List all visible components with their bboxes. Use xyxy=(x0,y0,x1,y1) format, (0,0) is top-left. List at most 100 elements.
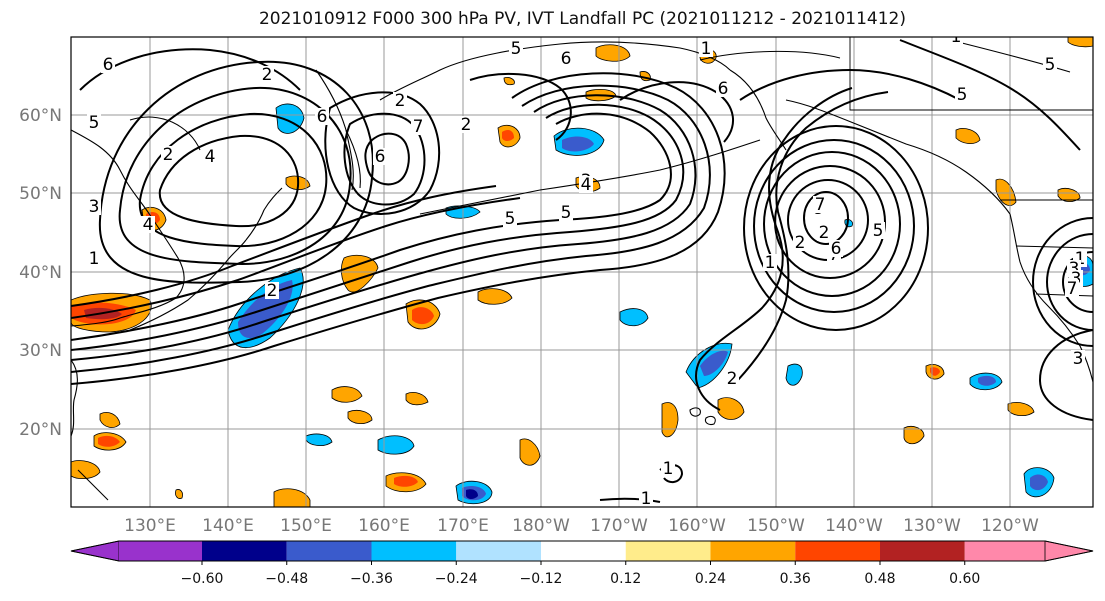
longitude-label: 120°W xyxy=(981,516,1039,536)
contour-label: 2 xyxy=(461,115,472,135)
contour-label: 3 xyxy=(1073,349,1084,369)
contour-label: 5 xyxy=(957,85,968,105)
latitude-label: 60°N xyxy=(19,106,62,126)
contour-label-bg xyxy=(87,198,101,215)
contour-label: 5 xyxy=(873,221,884,241)
contour-label-bg xyxy=(265,282,279,299)
contour-label-bg xyxy=(817,224,831,241)
contour-label-bg xyxy=(639,490,653,507)
longitude-label: 170°W xyxy=(590,516,648,536)
colorbar-segment xyxy=(625,541,711,561)
map-frame xyxy=(70,36,1094,508)
longitude-label: 130°E xyxy=(124,516,176,536)
contour-label-bg xyxy=(793,234,807,251)
contour-label: 5 xyxy=(505,209,516,229)
contour-label: 2 xyxy=(795,233,806,253)
latitude-label: 40°N xyxy=(19,263,62,283)
colorbar: −0.60 −0.48 −0.36 −0.24 −0.12 0.12 0.24 0.36 0.4… xyxy=(70,540,1094,587)
contour-label: 5 xyxy=(89,113,100,133)
contour-label-bg xyxy=(949,37,963,45)
longitude-labels: 130°E 140°E 150°E 160°E 170°E 180°W 170°W 160°W… xyxy=(124,516,1039,536)
contour-label: 7 xyxy=(815,195,826,215)
contour-label-bg xyxy=(373,148,387,165)
contour-label: 2 xyxy=(727,369,738,389)
contour-label: 6 xyxy=(375,147,386,167)
colorbar-tick-label: −0.60 xyxy=(181,571,224,587)
contour-label: 1 xyxy=(1075,249,1086,269)
colorbar-segment xyxy=(710,541,796,561)
colorbar-extend-min xyxy=(70,540,120,562)
contour-label-bg xyxy=(315,108,329,125)
contour-label-bg xyxy=(101,56,115,73)
map-title: 2021010912 F000 300 hPa PV, IVT Landfall… xyxy=(258,9,906,29)
contour-label: 5 xyxy=(511,39,522,59)
colorbar-tick-label: 0.12 xyxy=(610,571,641,587)
contour-label: 6 xyxy=(317,107,328,127)
contour-label-bg xyxy=(260,66,274,83)
contour-label: 6 xyxy=(831,239,842,259)
contour-label: 2 xyxy=(267,281,278,301)
contour-label: 2 xyxy=(819,223,830,243)
contour-label-bg xyxy=(87,250,101,267)
colorbar-segment xyxy=(541,541,626,561)
longitude-label: 140°E xyxy=(202,516,254,536)
colorbar-tick-label: −0.36 xyxy=(350,571,393,587)
contour-label-bg xyxy=(87,114,101,131)
contour-label: 7 xyxy=(1067,279,1078,299)
colorbar-tick-label: 0.60 xyxy=(949,571,980,587)
contour-label-bg xyxy=(1071,350,1085,367)
colorbar-segment xyxy=(795,541,880,561)
contour-label: 2 xyxy=(395,91,406,111)
contour-label: 6 xyxy=(561,49,572,69)
colorbar-extend-max xyxy=(1044,540,1094,562)
contour-label-bg xyxy=(161,146,175,163)
longitude-label: 150°E xyxy=(280,516,332,536)
ivt-contours xyxy=(71,39,1093,503)
longitude-label: 140°W xyxy=(825,516,883,536)
longitude-label: 160°E xyxy=(358,516,410,536)
contour-label: 1 xyxy=(951,27,962,47)
colorbar-tick-label: −0.24 xyxy=(435,571,478,587)
contour-label-bg xyxy=(393,92,407,109)
contour-label: 2 xyxy=(262,65,273,85)
colorbar-segment xyxy=(202,541,287,561)
contour-label-bg xyxy=(1043,56,1057,73)
contour-label: 1 xyxy=(89,249,100,269)
contour-label: 1 xyxy=(701,39,712,59)
contour-label: 5 xyxy=(561,203,572,223)
longitude-label: 150°W xyxy=(747,516,805,536)
colorbar-segment xyxy=(456,541,541,561)
contour-label: 3 xyxy=(1069,259,1080,279)
contour-label-bg xyxy=(203,148,217,165)
contour-label-bg xyxy=(716,80,730,97)
colorbar-segment xyxy=(371,541,457,561)
longitude-label: 180°W xyxy=(512,516,570,536)
colorbar-segment xyxy=(119,541,202,561)
colorbar-segment xyxy=(964,541,1045,561)
contour-label-bg xyxy=(503,210,517,227)
contour-label-bg xyxy=(813,196,827,213)
contour-label: 4 xyxy=(143,215,154,235)
contour-label: 2 xyxy=(163,145,174,165)
contour-label: 4 xyxy=(581,175,592,195)
latitude-label: 50°N xyxy=(19,184,62,204)
contour-label-bg xyxy=(411,118,425,135)
contour-label-bg xyxy=(763,254,777,271)
contour-label: 5 xyxy=(1045,55,1056,75)
contour-label-bg xyxy=(725,370,739,387)
contour-label-bg xyxy=(1065,280,1079,297)
longitude-label: 130°W xyxy=(903,516,961,536)
contour-label: 1 xyxy=(765,253,776,273)
contour-label-bg xyxy=(559,50,573,67)
contour-label-bg xyxy=(559,204,573,221)
contour-label-bg xyxy=(955,86,969,103)
contour-label: 1 xyxy=(663,459,674,479)
colorbar-segment xyxy=(286,541,372,561)
contour-label: 4 xyxy=(205,147,216,167)
contour-label: 6 xyxy=(718,79,729,99)
colorbar-tick-label: 0.48 xyxy=(864,571,895,587)
contour-label-bg xyxy=(871,222,885,239)
contour-label-bg xyxy=(699,40,713,57)
colorbar-tick-label: −0.12 xyxy=(520,571,563,587)
